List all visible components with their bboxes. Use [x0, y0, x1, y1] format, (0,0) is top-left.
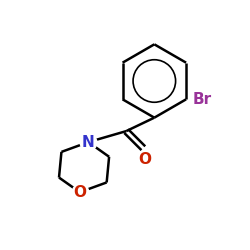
Text: N: N [82, 134, 95, 150]
Text: O: O [73, 185, 86, 200]
Text: Br: Br [192, 92, 211, 107]
Text: O: O [138, 152, 151, 167]
